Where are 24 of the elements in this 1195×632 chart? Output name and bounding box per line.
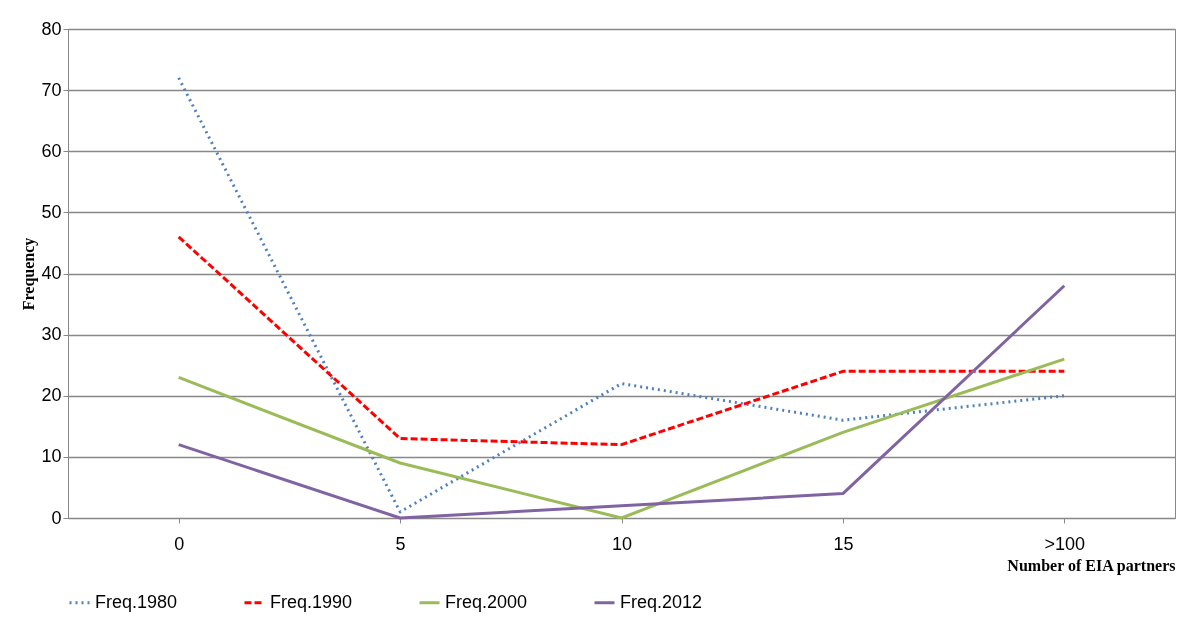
legend-label: Freq.2000 xyxy=(445,591,528,612)
line-series xyxy=(177,284,1066,520)
y-tick-label: 60 xyxy=(41,140,62,161)
y-tick-label: 40 xyxy=(41,263,62,283)
y-tick-label: 70 xyxy=(41,79,62,100)
x-axis-title: Number of EIA partners xyxy=(1007,556,1176,575)
x-tick-label: 5 xyxy=(395,533,406,554)
x-tick-label: 10 xyxy=(611,533,633,554)
y-tick-label: 30 xyxy=(41,324,62,345)
x-tick-label: >100 xyxy=(1044,533,1086,554)
y-tick-label: 20 xyxy=(41,385,62,406)
x-tick-label: 0 xyxy=(174,533,185,554)
y-tick-label: 80 xyxy=(41,18,62,39)
line-series xyxy=(177,235,1066,447)
y-tick-label: 50 xyxy=(41,201,62,222)
x-tick-label: 15 xyxy=(833,533,854,554)
line-series xyxy=(177,357,1066,520)
y-tick-label: 0 xyxy=(51,507,62,528)
y-axis-title: Frequency xyxy=(20,237,39,311)
legend-label: Freq.2012 xyxy=(620,591,703,612)
line-series xyxy=(177,76,1066,514)
legend-label: Freq.1980 xyxy=(95,591,178,612)
legend-label: Freq.1990 xyxy=(270,591,353,612)
y-tick-label: 10 xyxy=(41,446,62,467)
